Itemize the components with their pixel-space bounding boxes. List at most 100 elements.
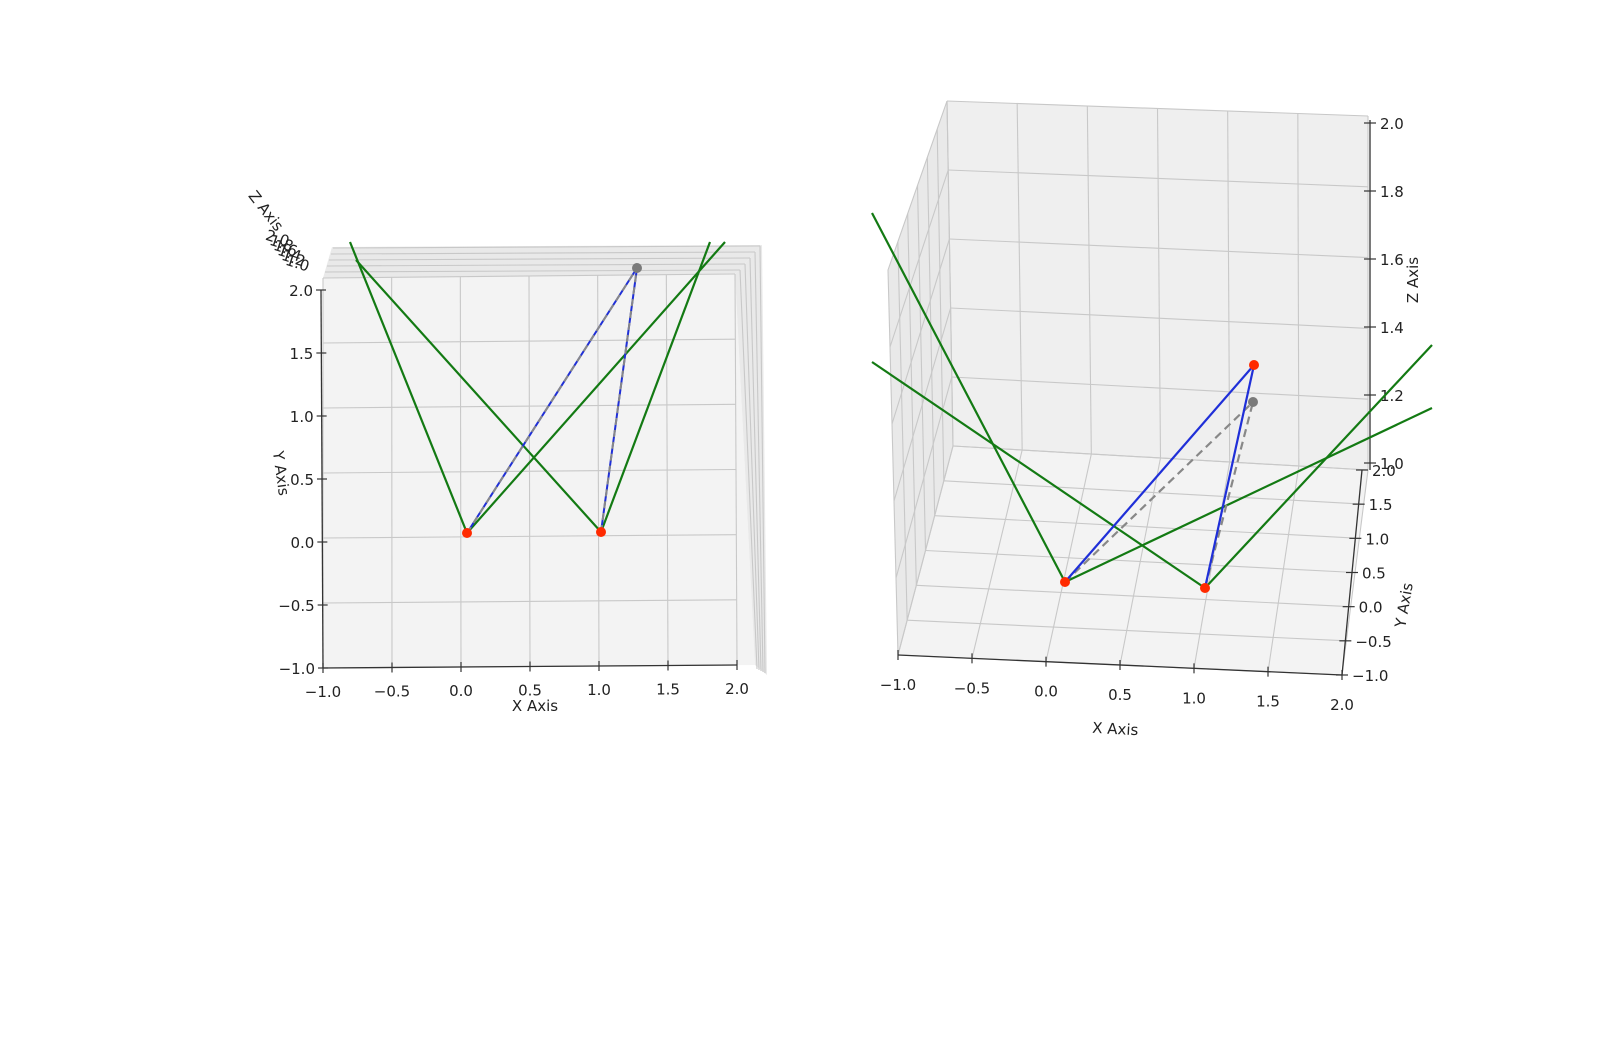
right-back-grid-x-4: [1227, 110, 1231, 463]
left-gray-point: [632, 263, 642, 273]
right-x-axis-label: X Axis: [1092, 719, 1139, 739]
left-y-tick-label-5: 1.5: [289, 345, 313, 363]
left-red-point-1: [462, 528, 472, 538]
right-z-tick-label-1: 1.2: [1380, 387, 1404, 405]
right-z-axis-label: Z Axis: [1404, 257, 1422, 303]
left-x-tick-label-3: 0.5: [518, 682, 542, 700]
left-grid-x-6: [734, 273, 738, 666]
left-gray-dashed-1: [466, 267, 638, 534]
right-y-axis-label: Y Axis: [1391, 581, 1417, 630]
right-y-ticks: −1.0 −0.5 0.0 0.5 1.0 1.5 2.0: [1336, 462, 1396, 685]
right-z-ticks: 1.0 1.2 1.4 1.6 1.8 2.0: [1364, 115, 1404, 473]
right-y-tick-label-3: 0.5: [1362, 565, 1386, 583]
right-left-grid-z-4: [889, 169, 949, 348]
right-left-grid-y-3: [916, 185, 927, 551]
right-y-tick-label-4: 1.0: [1365, 530, 1389, 548]
left-x-axis-label: X Axis: [512, 697, 558, 715]
left-y-tick-label-6: 2.0: [289, 282, 313, 300]
right-x-tick-label-5: 1.5: [1256, 693, 1280, 711]
right-green-line-4: [1204, 344, 1433, 589]
left-grid-side-3: [749, 257, 762, 672]
right-3d-plot: −1.0 −0.5 0.0 0.5 1.0 1.5 2.0 −1.0 −0.5 0.0 0.5 1.…: [871, 100, 1433, 739]
left-green-line-4: [599, 241, 712, 533]
left-triangle: [466, 267, 638, 534]
left-y-ticks: −1.0 −0.5 0.0 0.5 1.0 1.5 2.0: [278, 282, 328, 678]
left-grid-side-4: [754, 251, 764, 673]
right-floor-pane: [898, 446, 1368, 675]
right-red-point-2: [1200, 583, 1210, 593]
right-x-tick-label-2: 0.0: [1034, 683, 1058, 701]
left-x-tick-label-0: −1.0: [305, 683, 341, 701]
left-x-tick-label-6: 2.0: [725, 680, 749, 698]
right-green-lines: [871, 212, 1433, 589]
left-grid-side-5: [759, 245, 766, 674]
left-y-axis-label: Y Axis: [269, 449, 293, 497]
right-z-tick-label-4: 1.8: [1380, 183, 1404, 201]
right-y-tick-label-5: 1.5: [1369, 496, 1393, 514]
left-z-ticks: 1.01.21.41.61.82.0: [263, 226, 311, 275]
right-y-tick-label-2: 0.0: [1359, 599, 1383, 617]
right-gridlines: [887, 100, 1369, 676]
right-left-grid-z-3: [891, 238, 950, 425]
right-z-tick-label-5: 2.0: [1380, 115, 1404, 133]
left-y-tick-label-4: 1.0: [290, 408, 314, 426]
right-back-grid-x-3: [1156, 108, 1162, 459]
left-grid-top-2: [326, 263, 746, 267]
right-red-point-3: [1249, 360, 1259, 370]
right-left-grid-y-5: [897, 241, 908, 621]
right-y-tick-label-6: 2.0: [1372, 462, 1396, 480]
right-back-pane: [947, 101, 1368, 470]
right-left-grid-y-4: [907, 213, 917, 586]
left-green-line-1: [348, 241, 469, 534]
right-blue-edge-1: [1064, 364, 1255, 583]
left-x-tick-label-5: 1.5: [656, 681, 680, 699]
left-grid-side-2: [744, 263, 760, 671]
right-left-grid-z-0: [897, 445, 954, 656]
left-grid-y-5: [322, 338, 736, 344]
right-y-tick-label-0: −1.0: [1352, 667, 1388, 685]
left-x-ticks: −1.0 −0.5 0.0 0.5 1.0 1.5 2.0: [305, 660, 749, 701]
right-x-tick-label-3: 0.5: [1108, 686, 1132, 704]
left-z-axis-label: Z Axis: [245, 187, 288, 235]
right-red-point-1: [1060, 577, 1070, 587]
left-gridlines: [322, 245, 766, 674]
right-x-tick-label-6: 2.0: [1330, 696, 1354, 714]
right-left-grid-y-0: [946, 100, 954, 447]
right-back-grid-z-3: [949, 238, 1369, 259]
left-green-line-2: [466, 241, 726, 534]
right-back-grid-x-5: [1297, 113, 1300, 467]
right-left-grid-y-1: [936, 129, 945, 481]
left-y-tick-label-0: −1.0: [279, 660, 315, 678]
left-grid-top-4: [330, 251, 756, 255]
left-x-tick-label-2: 0.0: [449, 682, 473, 700]
right-back-grid-z-1: [951, 376, 1369, 400]
right-z-tick-label-2: 1.4: [1380, 319, 1404, 337]
right-gray-point: [1248, 397, 1258, 407]
right-left-grid-z-2: [893, 307, 952, 502]
right-z-tick-label-3: 1.6: [1380, 251, 1404, 269]
left-y-tick-label-2: 0.0: [290, 534, 314, 552]
right-left-grid-y-6: [887, 269, 899, 656]
right-green-line-1: [871, 212, 1066, 583]
right-green-line-3: [871, 361, 1206, 589]
right-z-tick-label-0: 1.0: [1380, 455, 1404, 473]
left-grid-top-5: [332, 245, 761, 249]
right-back-grid-z-0: [952, 445, 1369, 471]
left-green-line-3: [355, 259, 602, 533]
right-x-tick-label-4: 1.0: [1182, 689, 1206, 707]
right-back-grid-x-2: [1086, 105, 1092, 455]
left-grid-side-1: [739, 269, 758, 670]
left-y-tick-label-3: 0.5: [290, 471, 314, 489]
right-back-grid-z-2: [950, 307, 1369, 329]
right-back-grid-x-1: [1016, 103, 1023, 451]
left-3d-plot: −1.0 −0.5 0.0 0.5 1.0 1.5 2.0 −1.0 −0.5 0.0 0.5 1.…: [245, 187, 767, 715]
left-gray-dashed-2: [600, 267, 638, 533]
left-grid-top-1: [324, 269, 741, 273]
right-gray-dashed-2: [1203, 401, 1255, 589]
left-y-tick-label-1: −0.5: [278, 597, 314, 615]
right-left-grid-z-5: [887, 100, 948, 271]
right-left-grid-y-2: [926, 157, 936, 516]
right-blue-edge-2: [1203, 364, 1256, 589]
right-back-grid-z-4: [948, 169, 1369, 188]
